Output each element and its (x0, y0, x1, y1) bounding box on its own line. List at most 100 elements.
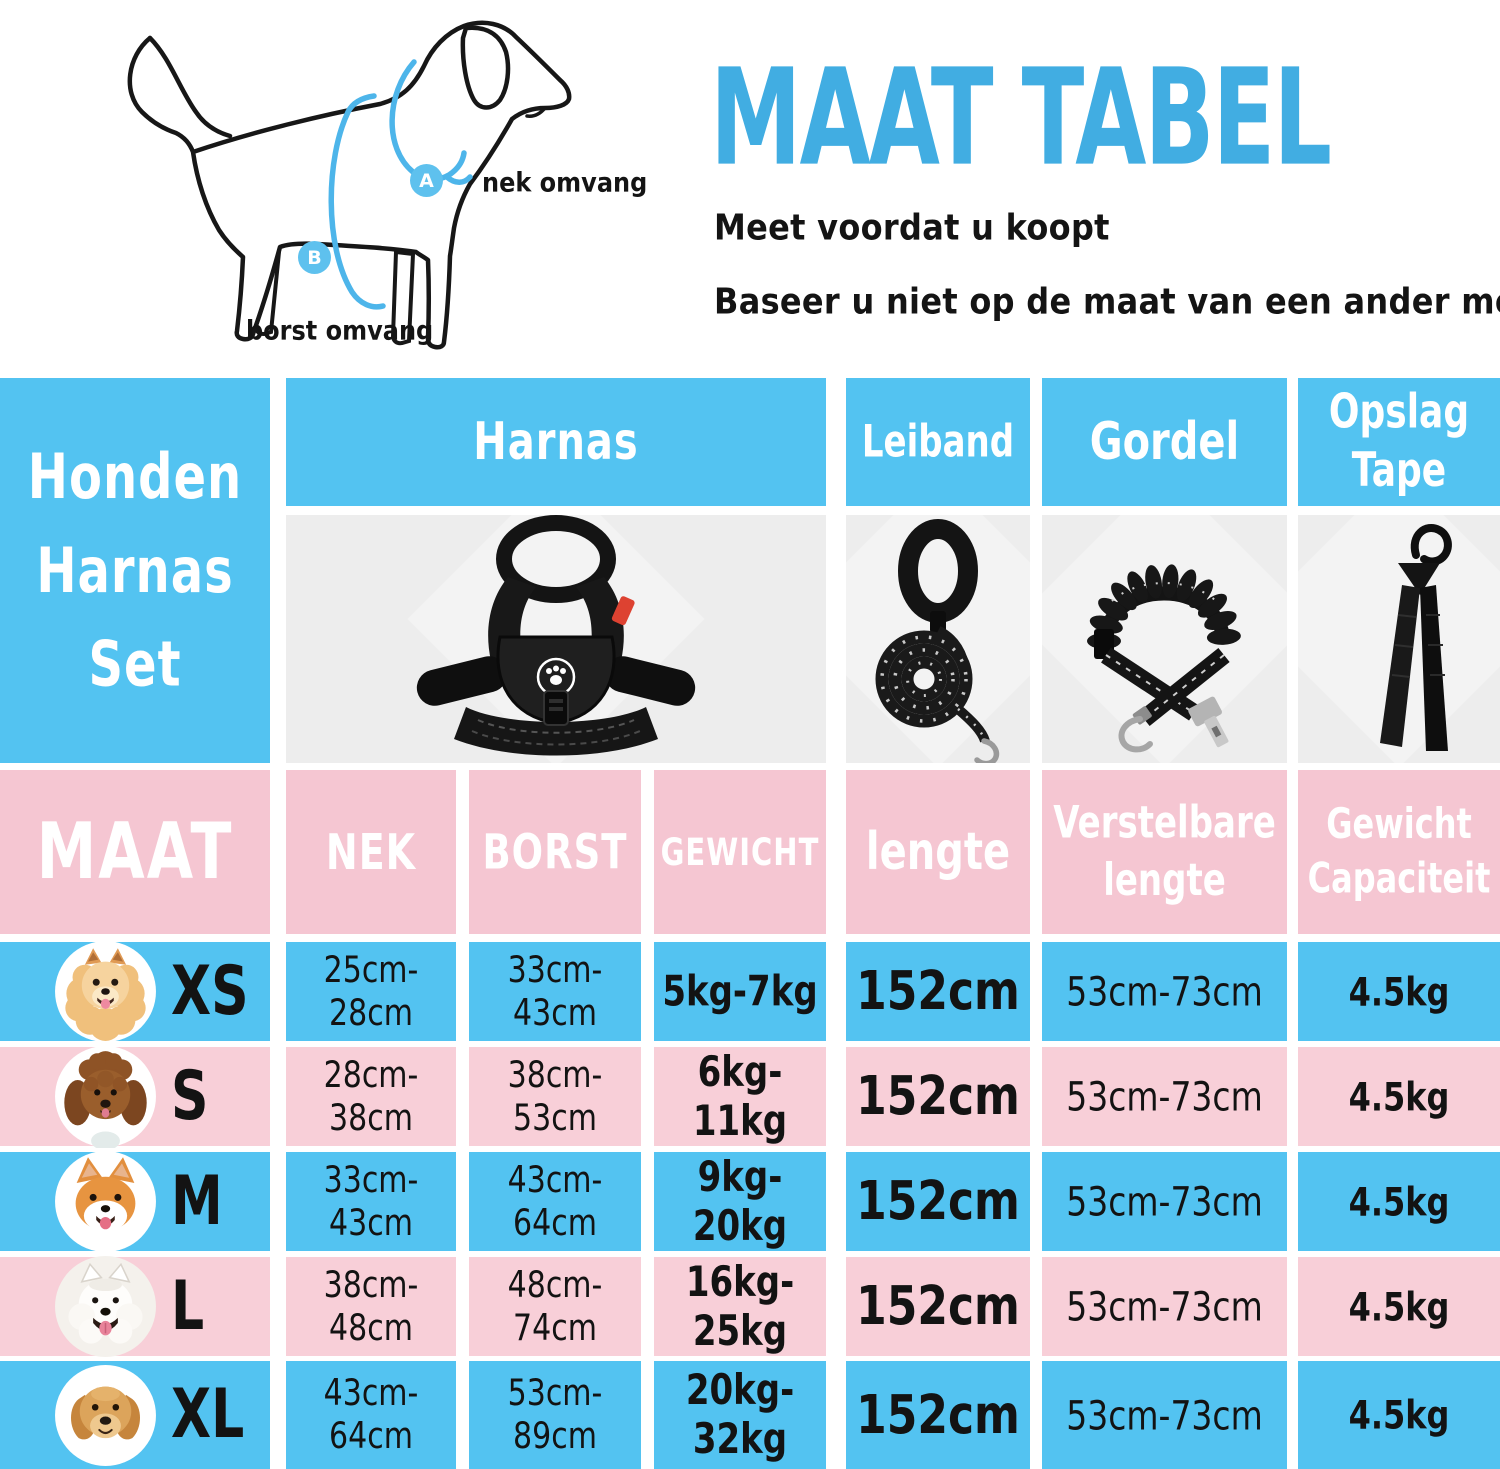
table-cell: 152cm (846, 1361, 1030, 1469)
table-row-xs-size-cell: XS (0, 941, 270, 1042)
dog-measurement-diagram: A B nek omvang borst omvang (0, 0, 660, 378)
storage-tape-image-cell (1298, 515, 1500, 763)
table-cell: 33cm-43cm (469, 942, 641, 1041)
header-opslag-tape: Opslag Tape (1298, 378, 1500, 506)
l-dog-avatar (54, 1255, 157, 1358)
xl-lengte-value: 152cm (856, 1383, 1020, 1447)
harness-image-cell (286, 515, 826, 763)
size-label: XL (171, 1376, 245, 1454)
leash-image-cell (846, 515, 1030, 763)
pomeranian-photo (55, 941, 156, 1042)
m-verstelbare-value: 53cm-73cm (1066, 1177, 1263, 1226)
table-row-m-size-cell: M (0, 1150, 270, 1253)
header-gewicht: GEWICHT (654, 770, 826, 934)
xs-lengte-value: 152cm (856, 960, 1020, 1023)
header-leiband-label: Leiband (861, 416, 1015, 468)
m-lengte-value: 152cm (856, 1170, 1020, 1233)
table-cell: 5kg-7kg (654, 942, 826, 1041)
chest-measure-arc (328, 93, 386, 310)
set-title-cell: Honden Harnas Set (0, 378, 270, 763)
s-borst-value: 38cm-53cm (507, 1053, 603, 1140)
dog-outline-illustration (127, 20, 572, 350)
storage-tape-image (1380, 524, 1452, 751)
chest-measure-badge: B (298, 241, 331, 274)
subtitle-other-brand: Baseer u niet op de maat van een ander m… (714, 280, 1500, 323)
size-label: L (171, 1267, 205, 1346)
l-borst-value: 48cm-74cm (507, 1263, 603, 1350)
size-label: XS (171, 952, 249, 1031)
xs-gewicht-value: 5kg-7kg (662, 967, 818, 1016)
header-nek-label: NEK (325, 823, 417, 881)
m-borst-value: 43cm-64cm (507, 1158, 603, 1245)
xl-borst-value: 53cm-89cm (507, 1372, 603, 1458)
table-cell: 33cm-43cm (286, 1152, 456, 1251)
size-table: Honden Harnas Set Harnas Leiband Gordel … (0, 378, 1500, 1469)
l-verstelbare-value: 53cm-73cm (1066, 1282, 1263, 1331)
table-cell: 53cm-73cm (1042, 942, 1287, 1041)
xl-verstelbare-value: 53cm-73cm (1066, 1391, 1263, 1439)
header-nek: NEK (286, 770, 456, 934)
table-cell: 43cm-64cm (469, 1152, 641, 1251)
seatbelt-image-cell (1042, 515, 1287, 763)
m-gewicht-value: 9kg-20kg (692, 1152, 788, 1251)
harness-image (416, 515, 696, 756)
header-maat-label: MAAT (36, 806, 234, 898)
page-title: MAAT TABEL (710, 40, 1332, 196)
table-cell: 28cm-38cm (286, 1047, 456, 1146)
xs-borst-value: 33cm-43cm (507, 948, 603, 1035)
size-label: M (171, 1162, 223, 1241)
header-borst-label: BORST (482, 824, 628, 880)
s-lengte-value: 152cm (856, 1065, 1020, 1128)
xs-capaciteit-value: 4.5kg (1348, 968, 1450, 1015)
header-verstelbare-lengte-label: Verstelbare lengte (1053, 797, 1276, 907)
s-gewicht-value: 6kg-11kg (692, 1047, 788, 1146)
table-cell: 4.5kg (1298, 1047, 1500, 1146)
table-cell: 53cm-89cm (469, 1361, 641, 1469)
header-lengte-label: lengte (865, 822, 1011, 882)
table-cell: 4.5kg (1298, 942, 1500, 1041)
header-harnas-label: Harnas (473, 412, 639, 472)
table-cell: 4.5kg (1298, 1257, 1500, 1356)
table-cell: 16kg-25kg (654, 1257, 826, 1356)
header-leiband: Leiband (846, 378, 1030, 506)
header-opslag-tape-label: Opslag Tape (1328, 386, 1470, 498)
xs-nek-value: 25cm-28cm (323, 948, 419, 1035)
golden-retriever-photo (55, 1364, 156, 1466)
table-cell: 152cm (846, 1257, 1030, 1356)
header-gordel: Gordel (1042, 378, 1287, 506)
xs-verstelbare-value: 53cm-73cm (1066, 967, 1263, 1016)
m-nek-value: 33cm-43cm (323, 1158, 419, 1245)
table-cell: 43cm-64cm (286, 1361, 456, 1469)
table-row-l-size-cell: L (0, 1255, 270, 1358)
table-cell: 152cm (846, 1152, 1030, 1251)
table-cell: 38cm-48cm (286, 1257, 456, 1356)
m-dog-avatar (54, 1150, 157, 1253)
s-nek-value: 28cm-38cm (323, 1053, 419, 1140)
s-verstelbare-value: 53cm-73cm (1066, 1072, 1263, 1121)
xl-dog-avatar (54, 1364, 157, 1467)
header-borst: BORST (469, 770, 641, 934)
l-gewicht-value: 16kg-25kg (685, 1257, 795, 1356)
m-capaciteit-value: 4.5kg (1348, 1178, 1450, 1225)
table-row-xl-size-cell: XL (0, 1361, 270, 1469)
table-cell: 53cm-73cm (1042, 1257, 1287, 1356)
table-cell: 152cm (846, 1047, 1030, 1146)
table-cell: 53cm-73cm (1042, 1152, 1287, 1251)
neck-circumference-label: nek omvang (482, 167, 648, 199)
header-maat: MAAT (0, 770, 270, 934)
subtitle-measure-first: Meet voordat u koopt (714, 206, 1110, 249)
header-gordel-label: Gordel (1089, 412, 1240, 472)
xl-nek-value: 43cm-64cm (323, 1372, 419, 1458)
shiba-inu-photo (55, 1151, 156, 1252)
table-cell: 53cm-73cm (1042, 1361, 1287, 1469)
header-lengte: lengte (846, 770, 1030, 934)
header-gewicht-label: GEWICHT (660, 829, 820, 875)
table-cell: 6kg-11kg (654, 1047, 826, 1146)
table-cell: 4.5kg (1298, 1152, 1500, 1251)
table-cell: 20kg-32kg (654, 1361, 826, 1469)
size-label: S (171, 1057, 209, 1136)
header-gewicht-capaciteit-label: Gewicht Capaciteit (1307, 799, 1491, 903)
table-cell: 53cm-73cm (1042, 1047, 1287, 1146)
xl-capaciteit-value: 4.5kg (1348, 1391, 1450, 1439)
s-dog-avatar (54, 1045, 157, 1148)
